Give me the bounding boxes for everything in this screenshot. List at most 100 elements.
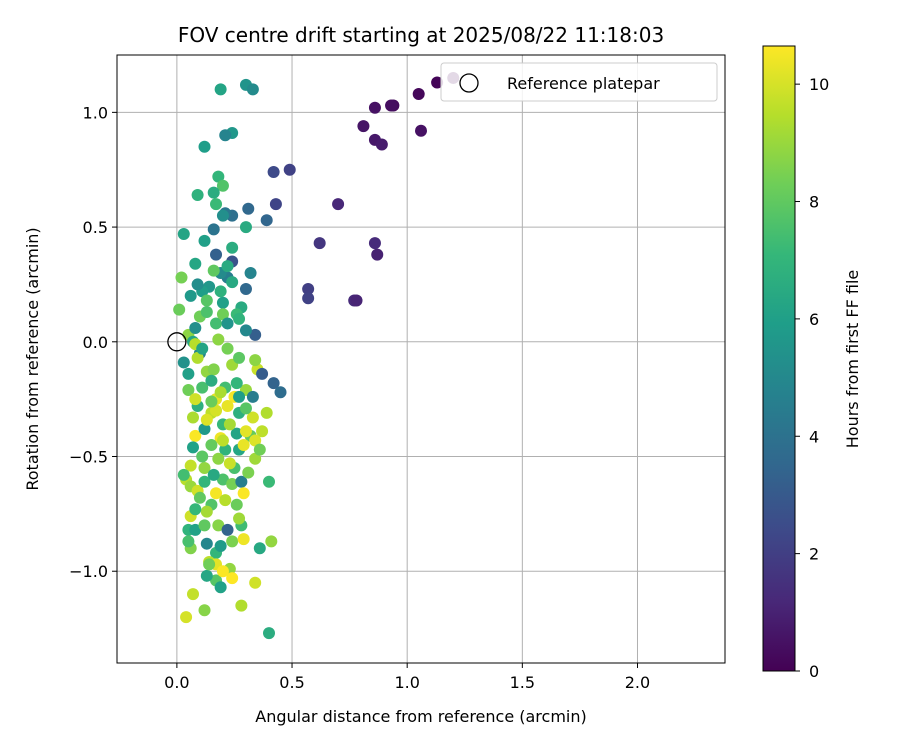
scatter-point: [210, 248, 223, 261]
scatter-point: [230, 377, 243, 390]
scatter-point: [219, 129, 232, 142]
scatter-point: [187, 441, 199, 454]
scatter-point: [269, 198, 282, 211]
y-tick-label: 0.5: [83, 218, 108, 237]
scatter-point: [200, 294, 213, 307]
scatter-point: [233, 351, 246, 364]
scatter-point: [375, 138, 388, 151]
scatter-point: [246, 83, 259, 96]
x-axis-label: Angular distance from reference (arcmin): [255, 707, 586, 726]
scatter-point: [177, 356, 190, 369]
scatter-point: [221, 523, 234, 536]
colorbar-tick-label: 6: [809, 310, 819, 329]
legend: Reference platepar: [440, 62, 718, 102]
scatter-point: [187, 411, 199, 424]
scatter-point: [198, 461, 211, 474]
y-tick-label: 1.0: [83, 103, 108, 122]
reference-platepar-marker: [167, 332, 187, 352]
scatter-point: [246, 390, 259, 403]
scatter-point: [198, 140, 211, 153]
scatter-point: [368, 237, 381, 250]
scatter-point: [253, 542, 266, 555]
colorbar-gradient: [762, 45, 796, 672]
scatter-point: [207, 468, 220, 481]
scatter-point: [182, 535, 195, 548]
scatter-point: [196, 381, 209, 394]
scatter-point: [357, 120, 370, 133]
scatter-point: [205, 439, 218, 452]
scatter-point: [214, 386, 227, 399]
scatter-point: [249, 452, 262, 465]
scatter-point: [189, 523, 202, 536]
scatter-point: [182, 367, 195, 380]
scatter-point: [230, 498, 243, 511]
scatter-point: [216, 179, 229, 192]
legend-label: Reference platepar: [507, 74, 660, 93]
scatter-point: [189, 429, 202, 442]
scatter-point: [350, 294, 363, 307]
scatter-point: [263, 475, 275, 488]
legend-box: [440, 62, 718, 102]
scatter-point: [226, 478, 239, 491]
scatter-point: [235, 599, 248, 612]
colorbar-tick-label: 0: [809, 662, 819, 681]
scatter-point: [235, 475, 248, 488]
scatter-point: [226, 572, 239, 585]
scatter-point: [237, 439, 250, 452]
scatter-point: [221, 400, 234, 413]
scatter-point: [226, 241, 239, 254]
scatter-point: [239, 402, 252, 415]
scatter-point: [182, 383, 195, 396]
scatter-point: [207, 186, 220, 199]
colorbar-tick-label: 8: [809, 193, 819, 212]
scatter-point: [260, 406, 273, 419]
scatter-point: [249, 434, 262, 447]
scatter-point: [177, 227, 190, 240]
scatter-point: [239, 221, 252, 234]
scatter-point: [214, 581, 227, 594]
scatter-point: [265, 535, 278, 548]
scatter-point: [249, 576, 262, 589]
x-tick-label: 1.0: [394, 673, 419, 692]
scatter-point: [249, 354, 262, 367]
scatter-point: [200, 505, 213, 518]
scatter-point: [216, 434, 229, 447]
reference-marker-layer: [167, 332, 187, 352]
scatter-point: [207, 363, 220, 376]
scatter-point: [198, 422, 211, 435]
scatter-point: [214, 83, 227, 96]
scatter-point: [219, 494, 232, 507]
scatter-point: [205, 395, 218, 408]
scatter-point: [196, 450, 209, 463]
y-axis-label: Rotation from reference (arcmin): [23, 227, 42, 490]
scatter-point: [207, 264, 220, 277]
x-axis-ticks: 0.0 0.5 1.0 1.5 2.0: [164, 663, 650, 692]
scatter-point: [173, 303, 186, 316]
scatter-point: [223, 457, 236, 470]
scatter-point: [216, 209, 229, 222]
colorbar-tick-label: 4: [809, 427, 819, 446]
scatter-point: [412, 88, 425, 101]
scatter-point: [200, 305, 213, 318]
scatter-point: [223, 418, 236, 431]
scatter-point: [226, 535, 239, 548]
scatter-point: [415, 124, 427, 137]
scatter-point: [221, 342, 234, 355]
scatter-point: [256, 425, 269, 438]
scatter-point: [263, 627, 275, 640]
scatter-point: [207, 223, 220, 236]
scatter-point: [244, 266, 257, 279]
scatter-point: [189, 322, 202, 335]
scatter-point: [260, 214, 273, 227]
chart-title: FOV centre drift starting at 2025/08/22 …: [178, 23, 664, 47]
scatter-point: [210, 317, 223, 330]
scatter-point: [216, 565, 229, 578]
scatter-point: [233, 512, 246, 525]
scatter-point: [216, 296, 229, 309]
scatter-point: [191, 278, 204, 291]
scatter-point: [221, 317, 234, 330]
scatter-point: [385, 99, 398, 112]
scatter-point: [198, 604, 211, 617]
